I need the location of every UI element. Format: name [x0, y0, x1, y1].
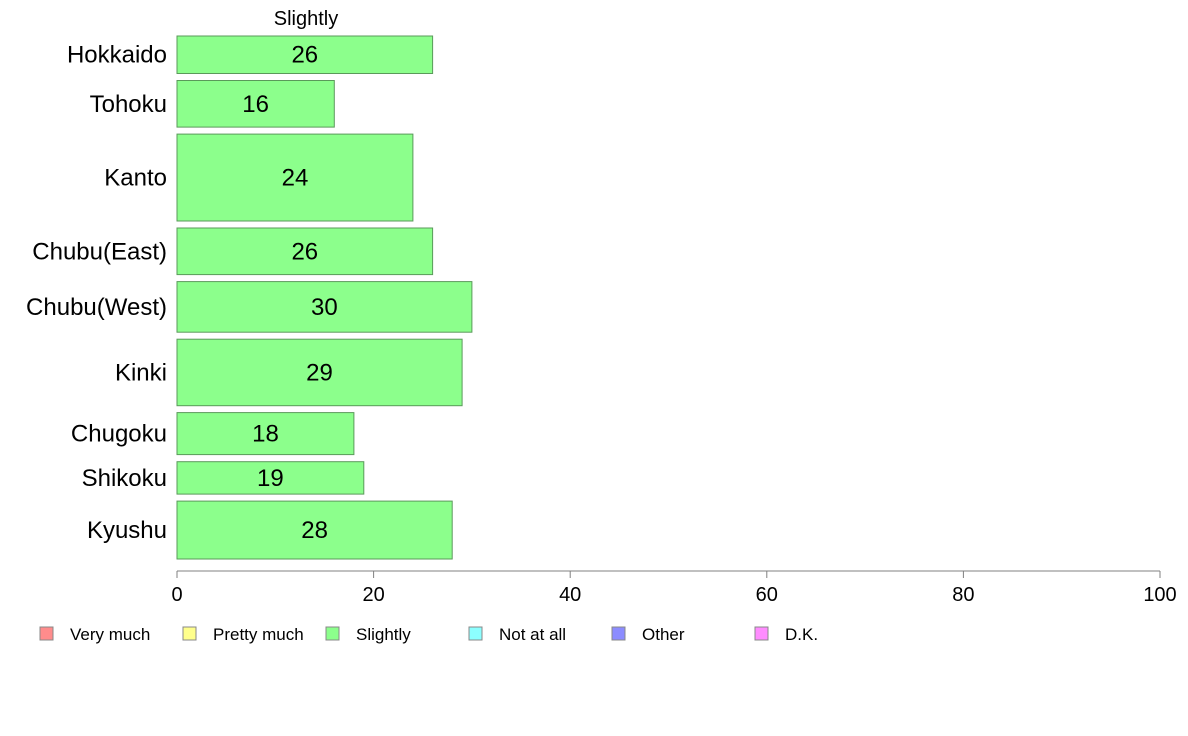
x-tick-label: 100 — [1143, 584, 1176, 606]
bar-kinki — [176, 338, 463, 407]
value-label: 30 — [311, 294, 338, 321]
x-tick-label: 40 — [559, 584, 581, 606]
bar-chubu-east — [176, 227, 434, 276]
x-tick-label: 0 — [171, 584, 182, 606]
value-label: 26 — [291, 238, 318, 265]
value-label: 28 — [301, 517, 328, 544]
bar-shikoku — [176, 461, 365, 495]
value-label: 19 — [257, 465, 284, 492]
legend-swatch — [611, 626, 626, 641]
bars-group: Hokkaido 26 Tohoku 16 Kanto 24 Chubu(East) 26 Ch… — [26, 35, 473, 560]
legend-label: Not at all — [499, 625, 566, 644]
legend-label: Slightly — [356, 625, 411, 644]
value-label: 16 — [242, 91, 269, 118]
value-label: 29 — [306, 359, 333, 386]
category-label: Kinki — [115, 359, 167, 386]
legend: Very much Pretty much Slightly Not at all Ot… — [39, 625, 818, 644]
legend-label: D.K. — [785, 625, 818, 644]
category-label: Kyushu — [87, 517, 167, 544]
category-label: Chubu(West) — [26, 294, 167, 321]
legend-label: Pretty much — [213, 625, 304, 644]
legend-label: Other — [642, 625, 685, 644]
value-label: 24 — [282, 165, 309, 192]
bar-chubu-west — [176, 281, 473, 333]
legend-swatch — [754, 626, 769, 641]
legend-swatch — [39, 626, 54, 641]
bar-chugoku — [176, 412, 355, 456]
x-tick-label: 20 — [362, 584, 384, 606]
category-label: Chubu(East) — [32, 238, 167, 265]
legend-label: Very much — [70, 625, 150, 644]
category-label: Tohoku — [90, 91, 167, 118]
legend-swatch — [468, 626, 483, 641]
legend-swatch — [182, 626, 197, 641]
category-label: Kanto — [104, 165, 167, 192]
value-label: 26 — [291, 42, 318, 69]
legend-swatch — [325, 626, 340, 641]
bar-tohoku — [176, 80, 335, 128]
category-label: Hokkaido — [67, 42, 167, 69]
bar-kanto — [176, 133, 414, 222]
x-tick-label: 60 — [756, 584, 778, 606]
chart-title: Slightly — [274, 8, 338, 30]
bar-hokkaido — [176, 35, 434, 74]
category-label: Shikoku — [82, 465, 167, 492]
x-axis: 0 20 40 60 80 100 — [171, 570, 1177, 606]
bar-kyushu — [176, 500, 453, 560]
x-tick-label: 80 — [952, 584, 974, 606]
value-label: 18 — [252, 421, 279, 448]
category-label: Chugoku — [71, 421, 167, 448]
